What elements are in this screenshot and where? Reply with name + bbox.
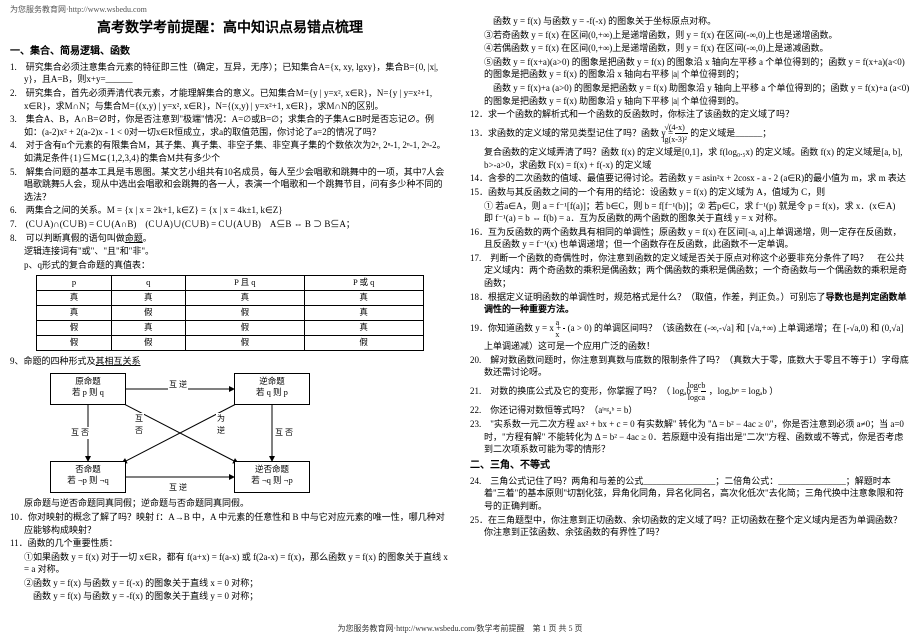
section-2-head: 二、三角、不等式: [470, 459, 910, 473]
node-label: 逆命题: [259, 376, 285, 386]
item-11-5: ③若奇函数 y = f(x) 在区间(0,+∞)上是递增函数，则 y = f(x…: [470, 29, 910, 42]
proposition-diagram: 原命题 若 p 则 q 逆命题 若 q 则 p 否命题 若 ¬p 则 ¬q 逆否…: [50, 373, 310, 493]
item-11-3: 函数 y = f(x) 与函数 y = -f(x) 的图象关于直线 y = 0 …: [10, 590, 450, 603]
item-13-text-b: 的定义域是______；: [690, 128, 771, 138]
item-13-c: 复合函数的定义域弄清了吗？函数 f(x) 的定义域是[0,1]，求 f(log₀…: [470, 146, 910, 171]
edge-label-diag1: 互否: [134, 413, 144, 435]
item-15: 15．函数与其反函数之间的一个有用的结论：设函数 y = f(x) 的定义域为 …: [470, 186, 910, 199]
header-url: 为您服务教育网·http://www.wsbedu.com: [10, 4, 450, 15]
edge-label-top: 互 逆: [168, 379, 188, 390]
fraction-13: √(4-x)lg(x-3)²: [675, 122, 688, 145]
item-8a: 8. 可以判断真假的语句叫做命题。: [10, 232, 450, 245]
item-10: 10．你对映射的概念了解了吗？映射 f：A→B 中，A 中元素的任意性和 B 中…: [10, 511, 450, 536]
document-title: 高考数学考前提醒：高中知识点易错点梳理: [10, 19, 450, 39]
page-footer: 为您服务教育网·http://www.wsbedu.com/数学考前提醒 第 1…: [0, 623, 920, 634]
th-p: p: [37, 276, 111, 291]
item-8c: p、q形式的复合命题的真值表：: [10, 259, 450, 272]
item-11-1: ①如果函数 y = f(x) 对于一切 x∈R，都有 f(a+x) = f(a-…: [10, 551, 450, 576]
item-9: 9、命题的四种形式及其相互关系: [10, 355, 450, 368]
fraction-19: ax: [563, 317, 565, 340]
item-3: 3. 集合A、B，A∩B=∅时，你是否注意到"极端"情况：A=∅或B=∅；求集合…: [10, 113, 450, 138]
table-header-row: p q P 且 q P 或 q: [37, 276, 423, 291]
node-inverse: 否命题 若 ¬p 则 ¬q: [50, 461, 126, 493]
item-17: 17. 判断一个函数的奇偶性时，你注意到函数的定义域是否关于原点对称这个必要非充…: [470, 252, 910, 290]
truth-table: p q P 且 q P 或 q 真真真真 真假假真 假真假真 假假假假: [36, 275, 423, 350]
item-18: 18．根据定义证明函数的单调性时，规范格式是什么？（取值，作差，判正负。）可别忘…: [470, 291, 910, 316]
item-21-text-a: 21. 对数的换底公式及它的变形，你掌握了吗？（: [470, 386, 670, 396]
item-24: 24. 三角公式记住了吗？两角和与差的公式________________；二倍…: [470, 475, 910, 513]
right-column: 函数 y = f(x) 与函数 y = -f(-x) 的图象关于坐标原点对称。 …: [460, 0, 920, 637]
item-6: 6. 两集合之间的关系。M = {x | x = 2k+1, k∈Z} = {x…: [10, 204, 450, 217]
node-label: 逆否命题: [255, 464, 289, 474]
item-21-text-b: ）: [769, 386, 778, 396]
fraction-21: logcblogca: [701, 380, 707, 403]
item-2: 2. 研究集合，首先必须弄清代表元素，才能理解集合的意义。已知集合M={y | …: [10, 87, 450, 112]
node-label: 若 q 则 p: [256, 387, 288, 397]
item-8-text1: 8. 可以判断真假的语句叫做命题。: [10, 233, 152, 243]
item-5: 5. 解集合问题的基本工具是韦恩图。某文艺小组共有10名成员，每人至少会唱歌和跳…: [10, 166, 450, 204]
item-11-2: ②函数 y = f(x) 与函数 y = f(-x) 的图象关于直线 x = 0…: [10, 577, 450, 590]
item-1: 1. 研究集合必须注意集合元素的特征即三性（确定，互异，无序）；已知集合A={x…: [10, 61, 450, 86]
th-pq-and: P 且 q: [185, 276, 304, 291]
left-column: 为您服务教育网·http://www.wsbedu.com 高考数学考前提醒：高…: [0, 0, 460, 637]
node-converse: 逆命题 若 q 则 p: [234, 373, 310, 405]
diagram-note: 原命题与逆否命题同真同假；逆命题与否命题同真同假。: [10, 497, 450, 510]
item-13: 13．求函数的定义域的常见类型记住了吗？函数 y = √(4-x)lg(x-3)…: [470, 122, 910, 145]
node-label: 否命题: [75, 464, 101, 474]
log-formula-text2: ，logₐbⁿ = logₐb: [709, 386, 767, 396]
item-11: 11．函数的几个重要性质：: [10, 537, 450, 550]
node-label: 若 p 则 q: [72, 387, 104, 397]
item-11-6: ④若偶函数 y = f(x) 在区间(0,+∞)上是递增函数，则 y = f(x…: [470, 42, 910, 55]
edge-label-left: 互 否: [70, 427, 90, 438]
item-23: 23. "实系数一元二次方程 ax² + bx + c = 0 有实数解" 转化…: [470, 418, 910, 456]
edge-label-bottom: 互 逆: [168, 482, 188, 493]
item-25: 25．在三角题型中，你注意到正切函数、余切函数的定义域了吗？正切函数在整个定义域…: [470, 514, 910, 539]
edge-label-diag2: 为逆: [216, 413, 226, 435]
edge-label-right: 互 否: [274, 427, 294, 438]
table-row: 假真假真: [37, 320, 423, 335]
table-row: 假假假假: [37, 335, 423, 350]
item-12: 12．求一个函数的解析式和一个函数的反函数时，你标注了该函数的定义域了吗？: [470, 108, 910, 121]
item-7: 7. (C∪A)∩(C∪B) = C∪(A∩B) (C∪A)∪(C∪B) = C…: [10, 218, 450, 231]
item-19: 19．你知道函数 y = x + ax (a > 0) 的单调区间吗？（该函数在…: [470, 317, 910, 353]
item-4: 4. 对于含有n个元素的有限集合M，其子集、真子集、非空子集、非空真子集的个数依…: [10, 139, 450, 164]
section-1-head: 一、集合、简易逻辑、函数: [10, 45, 450, 59]
node-label: 若 ¬p 则 ¬q: [67, 475, 108, 485]
node-contrapositive: 逆否命题 若 ¬q 则 ¬p: [234, 461, 310, 493]
item-19-text-a: 19．你知道函数 y = x +: [470, 323, 563, 333]
item-15a: ① 若a∈A，则 a = f⁻¹[f(a)]；若 b∈C，则 b = f[f⁻¹…: [470, 200, 910, 225]
node-label: 若 ¬q 则 ¬p: [251, 475, 292, 485]
item-13-text-a: 13．求函数的定义域的常见类型记住了吗？函数 y =: [470, 128, 673, 138]
item-11-8: 函数 y = f(x)+a (a>0) 的图象是把函数 y = f(x) 助图象…: [470, 82, 910, 107]
footer-text: 为您服务教育网·http://www.wsbedu.com/数学考前提醒 第 1…: [337, 624, 582, 633]
item-16: 16．互为反函数的两个函数具有相同的单调性；原函数 y = f(x) 在区间[-…: [470, 226, 910, 251]
item-22: 22. 你还记得对数恒等式吗？（aˡᵒᵍₐᵇ = b）: [470, 404, 910, 417]
node-label: 原命题: [75, 376, 101, 386]
th-pq-or: P 或 q: [304, 276, 423, 291]
item-20: 20. 解对数函数问题时，你注意到真数与底数的限制条件了吗？（真数大于零，底数大…: [470, 354, 910, 379]
item-14: 14．含参的二次函数的值域、最值要记得讨论。若函数 y = asin²x + 2…: [470, 172, 910, 185]
item-11-4: 函数 y = f(x) 与函数 y = -f(-x) 的图象关于坐标原点对称。: [470, 15, 910, 28]
header-url-text: 为您服务教育网·http://www.wsbedu.com: [10, 5, 147, 14]
table-row: 真假假真: [37, 306, 423, 321]
item-8b: 逻辑连接词有"或"、"且"和"非"。: [10, 245, 450, 258]
node-original: 原命题 若 p 则 q: [50, 373, 126, 405]
item-11-7: ⑤函数 y = f(x+a)(a>0) 的图象是把函数 y = f(x) 的图象…: [470, 56, 910, 81]
table-row: 真真真真: [37, 291, 423, 306]
th-q: q: [111, 276, 185, 291]
item-21: 21. 对数的换底公式及它的变形，你掌握了吗？（ logₐb = logcblo…: [470, 380, 910, 403]
